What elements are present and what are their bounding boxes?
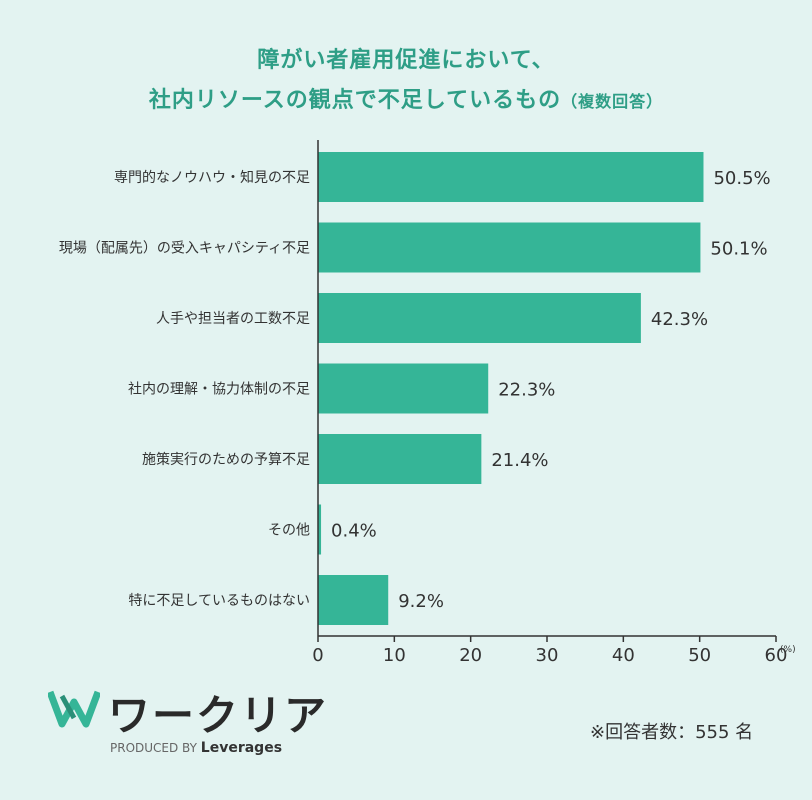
category-label: 現場（配属先）の受入キャパシティ不足 <box>59 241 310 257</box>
category-label: 人手や担当者の工数不足 <box>156 311 310 327</box>
x-tick-label: 50 <box>688 645 711 666</box>
value-label: 9.2% <box>398 591 444 612</box>
workclear-logo-icon <box>48 690 100 728</box>
chart-title-main: 社内リソースの観点で不足しているもの <box>148 88 562 113</box>
bar <box>318 152 704 202</box>
x-tick-label: 40 <box>612 645 635 666</box>
x-tick-label: 30 <box>536 645 559 666</box>
value-label: 50.1% <box>710 239 767 260</box>
logo-byline: PRODUCED BY Leverages <box>110 740 282 756</box>
x-tick-label: 0 <box>312 645 323 666</box>
chart-title-sub: （複数回答） <box>561 92 664 111</box>
x-axis-unit: (%) <box>780 645 796 655</box>
value-label: 0.4% <box>331 521 377 542</box>
x-tick-label: 10 <box>383 645 406 666</box>
value-label: 22.3% <box>498 380 555 401</box>
byline-prefix: PRODUCED BY <box>110 741 197 755</box>
category-label: 専門的なノウハウ・知見の不足 <box>114 169 310 186</box>
respondent-count: ※回答者数：555 名 <box>590 722 754 743</box>
chart-title-line1: 障がい者雇用促進において、 <box>257 48 555 73</box>
x-tick-label: 60 <box>765 645 788 666</box>
bar <box>318 575 389 625</box>
value-label: 50.5% <box>713 168 770 189</box>
bar <box>318 363 489 414</box>
value-label: 42.3% <box>651 309 708 330</box>
x-tick-label: 20 <box>459 645 482 666</box>
logo-name: ワークリア <box>108 691 329 740</box>
byline-brand: Leverages <box>200 740 283 756</box>
category-label: 社内の理解・協力体制の不足 <box>128 382 310 398</box>
chart-title-line2: 社内リソースの観点で不足しているもの（複数回答） <box>0 82 812 114</box>
value-label: 21.4% <box>491 450 548 471</box>
bar <box>318 434 482 484</box>
bar <box>318 504 322 555</box>
category-label: 特に不足しているものはない <box>128 593 310 609</box>
bar <box>318 293 641 343</box>
bar <box>318 222 701 273</box>
category-label: その他 <box>268 523 310 539</box>
bar-chart: 専門的なノウハウ・知見の不足 50.5% 現場（配属先）の受入キャパシティ不足 50.… <box>59 140 796 666</box>
category-label: 施策実行のための予算不足 <box>142 451 310 468</box>
